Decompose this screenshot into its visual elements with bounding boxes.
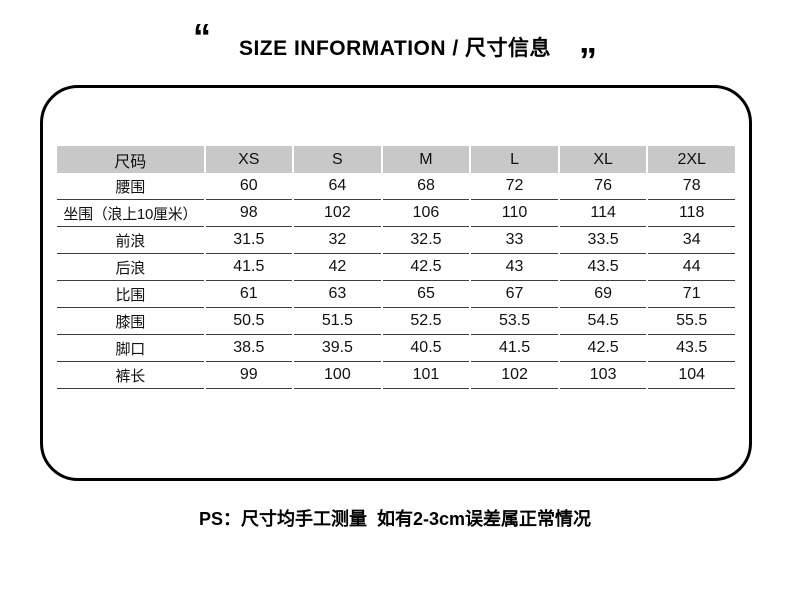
measurement-value: 32 — [294, 227, 381, 254]
measurement-value: 102 — [471, 362, 558, 389]
page-header: “ SIZE INFORMATION / 尺寸信息 ” — [0, 19, 790, 79]
measurement-value: 78 — [648, 173, 735, 200]
size-chart-box: 尺码 XS S M L XL 2XL 腰围 60 64 68 72 76 7 — [40, 85, 752, 481]
column-header-xs: XS — [205, 146, 293, 173]
measurement-label: 腰围 — [57, 173, 204, 200]
measurement-value: 33 — [471, 227, 558, 254]
measurement-value: 63 — [294, 281, 381, 308]
measurement-value: 53.5 — [471, 308, 558, 335]
measurement-value: 43.5 — [648, 335, 735, 362]
measurement-value: 67 — [471, 281, 558, 308]
table-row: 裤长 99 100 101 102 103 104 — [57, 362, 735, 389]
measurement-value: 65 — [382, 281, 470, 308]
measurement-value: 32.5 — [382, 227, 470, 254]
column-header-xl: XL — [559, 146, 647, 173]
measurement-value: 41.5 — [471, 335, 558, 362]
measurement-value: 69 — [559, 281, 647, 308]
measurement-value: 55.5 — [648, 308, 735, 335]
measurement-value: 61 — [205, 281, 293, 308]
measurement-value: 43.5 — [559, 254, 647, 281]
measurement-label: 脚口 — [57, 335, 204, 362]
column-header-l: L — [471, 146, 558, 173]
measurement-label: 膝围 — [57, 308, 204, 335]
measurement-value: 41.5 — [205, 254, 293, 281]
size-table-header-row: 尺码 XS S M L XL 2XL — [57, 146, 735, 173]
measurement-value: 71 — [648, 281, 735, 308]
measurement-value: 34 — [648, 227, 735, 254]
measurement-value: 110 — [471, 200, 558, 227]
measurement-value: 103 — [559, 362, 647, 389]
measurement-value: 102 — [294, 200, 381, 227]
measurement-value: 98 — [205, 200, 293, 227]
measurement-value: 101 — [382, 362, 470, 389]
measurement-value: 40.5 — [382, 335, 470, 362]
page-title: SIZE INFORMATION / 尺寸信息 — [238, 37, 552, 60]
measurement-value: 52.5 — [382, 308, 470, 335]
column-header-s: S — [294, 146, 381, 173]
measurement-value: 42.5 — [382, 254, 470, 281]
measurement-value: 64 — [294, 173, 381, 200]
measurement-value: 42.5 — [559, 335, 647, 362]
measurement-label: 坐围（浪上10厘米） — [57, 200, 204, 227]
size-table: 尺码 XS S M L XL 2XL 腰围 60 64 68 72 76 7 — [55, 146, 737, 389]
measurement-value: 39.5 — [294, 335, 381, 362]
measurement-value: 50.5 — [205, 308, 293, 335]
measurement-value: 118 — [648, 200, 735, 227]
table-row: 比围 61 63 65 67 69 71 — [57, 281, 735, 308]
table-row: 膝围 50.5 51.5 52.5 53.5 54.5 55.5 — [57, 308, 735, 335]
column-header-m: M — [382, 146, 470, 173]
column-header-2xl: 2XL — [648, 146, 735, 173]
measurement-value: 44 — [648, 254, 735, 281]
measurement-label: 比围 — [57, 281, 204, 308]
measurement-value: 60 — [205, 173, 293, 200]
measurement-disclaimer: PS：尺寸均手工测量 如有2-3cm误差属正常情况 — [198, 509, 592, 529]
close-quote-mark: ” — [579, 40, 598, 81]
table-row: 后浪 41.5 42 42.5 43 43.5 44 — [57, 254, 735, 281]
table-row: 腰围 60 64 68 72 76 78 — [57, 173, 735, 200]
measurement-value: 72 — [471, 173, 558, 200]
measurement-value: 68 — [382, 173, 470, 200]
measurement-value: 51.5 — [294, 308, 381, 335]
table-row: 前浪 31.5 32 32.5 33 33.5 34 — [57, 227, 735, 254]
measurement-value: 31.5 — [205, 227, 293, 254]
column-header-size: 尺码 — [57, 146, 204, 173]
measurement-value: 99 — [205, 362, 293, 389]
measurement-value: 42 — [294, 254, 381, 281]
measurement-value: 38.5 — [205, 335, 293, 362]
measurement-label: 后浪 — [57, 254, 204, 281]
measurement-value: 33.5 — [559, 227, 647, 254]
measurement-value: 76 — [559, 173, 647, 200]
measurement-value: 104 — [648, 362, 735, 389]
measurement-value: 43 — [471, 254, 558, 281]
open-quote-mark: “ — [192, 16, 211, 57]
measurement-value: 54.5 — [559, 308, 647, 335]
measurement-label: 前浪 — [57, 227, 204, 254]
measurement-label: 裤长 — [57, 362, 204, 389]
measurement-value: 106 — [382, 200, 470, 227]
table-row: 脚口 38.5 39.5 40.5 41.5 42.5 43.5 — [57, 335, 735, 362]
measurement-value: 100 — [294, 362, 381, 389]
measurement-value: 114 — [559, 200, 647, 227]
table-row: 坐围（浪上10厘米） 98 102 106 110 114 118 — [57, 200, 735, 227]
